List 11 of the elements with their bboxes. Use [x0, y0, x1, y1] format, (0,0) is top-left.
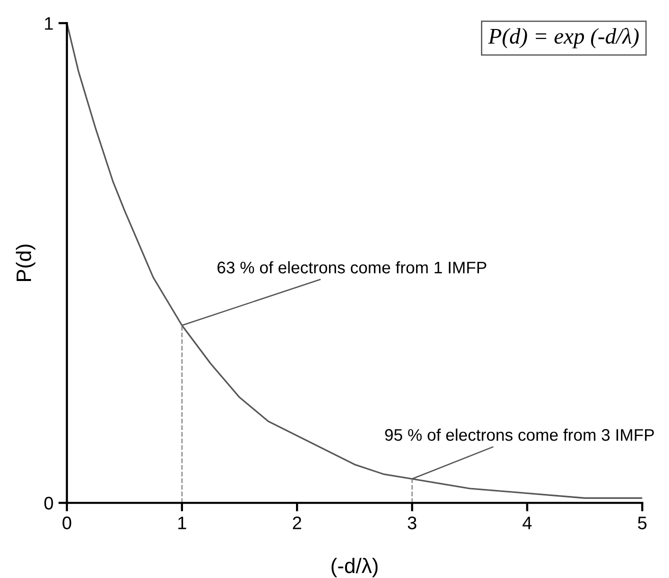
x-tick-label: 2: [292, 516, 302, 530]
annotation: 95 % of electrons come from 3 IMFP: [385, 428, 654, 441]
y-axis-title: P(d): [16, 244, 36, 281]
x-tick-label: 1: [178, 516, 186, 530]
x-tick-label: 0: [62, 516, 72, 530]
annotation: P(d) = exp (-d/λ): [488, 28, 639, 48]
annotation: 63 % of electrons come from 1 IMFP: [218, 261, 486, 274]
x-tick-label: 5: [638, 516, 647, 530]
x-axis-title: (-d/λ): [332, 558, 378, 578]
x-tick-label: 3: [408, 516, 416, 530]
x-tick-label: 4: [522, 516, 532, 530]
